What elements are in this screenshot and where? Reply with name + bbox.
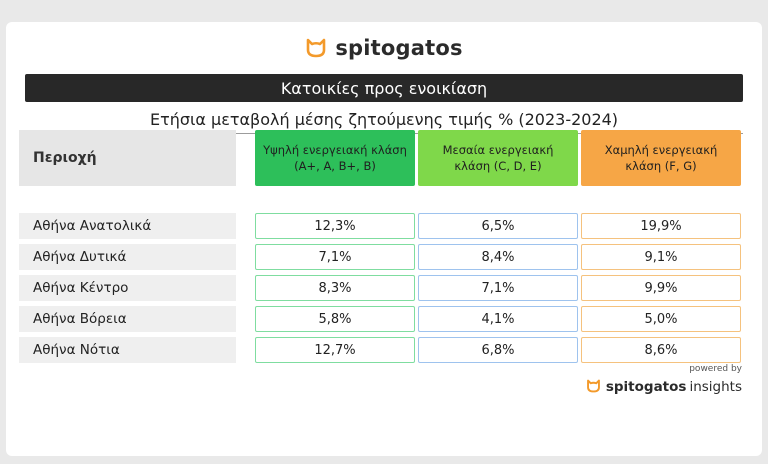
banner-title: Κατοικίες προς ενοικίαση [25, 74, 743, 102]
column-header-line1: Χαμηλή ενεργειακή [604, 143, 718, 157]
column-header-1: Υψηλή ενεργειακή κλάση (A+, A, B+, B) [255, 130, 415, 186]
value-cell: 12,7% [255, 337, 415, 363]
column-header-2: Μεσαία ενεργειακή κλάση (C, D, E) [418, 130, 578, 186]
brand-name: spitogatos [335, 36, 463, 60]
value-cell: 4,1% [418, 306, 578, 332]
value-cell: 6,5% [418, 213, 578, 239]
value-cell: 12,3% [255, 213, 415, 239]
row-label: Αθήνα Ανατολικά [19, 213, 236, 239]
value-cell: 9,1% [581, 244, 741, 270]
column-header-line2: κλάση (F, G) [625, 159, 697, 173]
value-cell: 5,8% [255, 306, 415, 332]
column-header-3: Χαμηλή ενεργειακή κλάση (F, G) [581, 130, 741, 186]
value-cell: 6,8% [418, 337, 578, 363]
column-header-line2: κλάση (C, D, E) [454, 159, 542, 173]
column-header-line1: Μεσαία ενεργειακή [442, 143, 554, 157]
cat-icon [307, 38, 326, 58]
region-header: Περιοχή [19, 130, 236, 186]
value-cell: 19,9% [581, 213, 741, 239]
powered-by-footer: powered by spitogatos insights [586, 364, 742, 395]
value-cell: 7,1% [255, 244, 415, 270]
column-header-line1: Υψηλή ενεργειακή κλάση [263, 143, 407, 157]
value-cell: 8,4% [418, 244, 578, 270]
value-cell: 8,6% [581, 337, 741, 363]
infographic-card: spitogatos Κατοικίες προς ενοικίαση Ετήσ… [6, 22, 762, 456]
spitogatos-logo: spitogatos [6, 36, 762, 60]
row-label: Αθήνα Βόρεια [19, 306, 236, 332]
footer-brand-light: insights [689, 379, 742, 395]
value-cell: 8,3% [255, 275, 415, 301]
row-label: Αθήνα Νότια [19, 337, 236, 363]
powered-by-label: powered by [689, 364, 742, 374]
row-label: Αθήνα Δυτικά [19, 244, 236, 270]
cat-icon [586, 379, 600, 392]
value-cell: 7,1% [418, 275, 578, 301]
column-header-line2: (A+, A, B+, B) [294, 159, 376, 173]
value-cell: 5,0% [581, 306, 741, 332]
value-cell: 9,9% [581, 275, 741, 301]
footer-brand-bold: spitogatos [605, 379, 687, 395]
row-label: Αθήνα Κέντρο [19, 275, 236, 301]
